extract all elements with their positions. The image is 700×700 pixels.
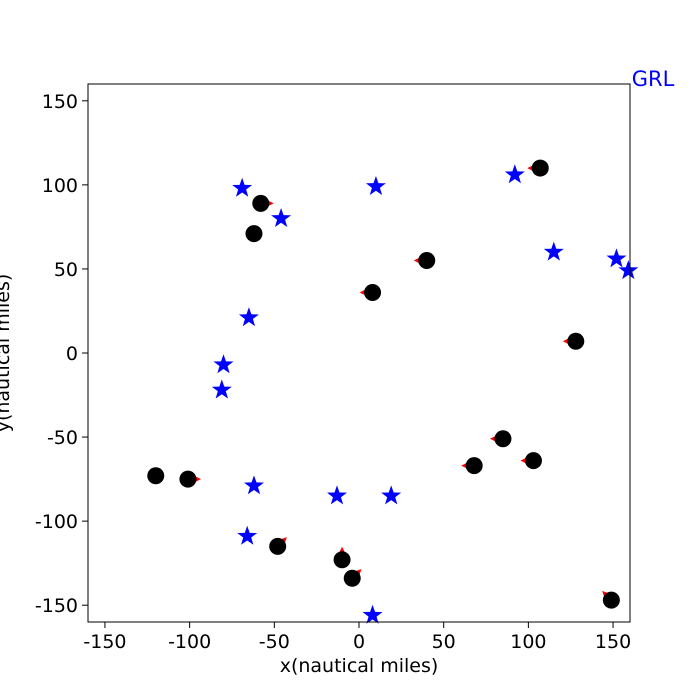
y-tick-label: -50 [47,427,78,449]
x-tick-label: 150 [595,631,631,653]
x-tick-label: 50 [432,631,456,653]
circle-marker [269,537,287,555]
star-marker [543,241,564,261]
circle-markers [147,159,620,609]
x-axis-ticks: -150 -100 -50 0 50 100 150 [83,622,631,653]
y-axis-ticks: -150 -100 -50 0 50 100 150 [35,91,88,617]
y-tick-label: 100 [42,175,78,197]
star-marker [238,307,259,327]
star-marker [244,475,264,495]
star-marker [365,176,386,196]
y-tick-label: -150 [35,595,78,617]
star-marker [381,485,402,505]
x-tick-label: -50 [259,631,290,653]
star-marker [213,354,234,374]
plot-frame [87,83,631,623]
x-axis-label: x(nautical miles) [280,655,439,677]
x-tick-label: 0 [353,631,365,653]
circle-marker [602,591,620,609]
circle-marker [494,430,512,448]
circle-marker [333,551,351,569]
y-tick-label: 0 [66,343,78,365]
circle-marker [524,452,542,470]
star-marker [362,604,383,624]
circle-marker [418,252,436,270]
star-marker [237,525,258,545]
circle-marker [147,467,165,485]
x-tick-label: -100 [168,631,211,653]
star-marker [618,260,639,280]
star-markers [211,164,639,624]
star-marker [327,485,347,505]
circle-marker [252,194,270,212]
corner-label: GRL [632,67,675,91]
circle-marker [531,159,549,177]
star-marker [606,248,627,268]
circle-marker [364,283,382,301]
circle-marker [567,332,585,350]
y-axis-label: y(nautical miles) [0,274,14,433]
y-tick-label: 50 [54,259,78,281]
circle-marker [343,569,361,587]
star-marker [232,177,253,197]
y-tick-label: 150 [42,91,78,113]
circle-marker [245,225,263,243]
star-marker [504,164,525,184]
y-tick-label: -100 [35,511,78,533]
circle-marker [179,470,197,488]
x-tick-label: -150 [83,631,126,653]
star-marker [271,208,292,227]
x-tick-label: 100 [510,631,546,653]
circle-marker [465,457,483,475]
star-marker [211,379,232,399]
